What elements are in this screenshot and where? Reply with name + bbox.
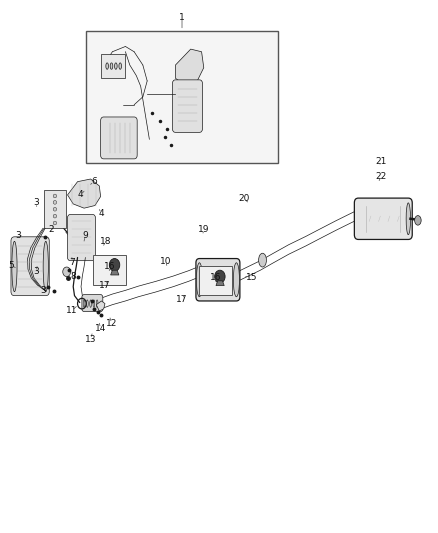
Ellipse shape: [115, 63, 117, 69]
FancyBboxPatch shape: [82, 295, 103, 312]
FancyBboxPatch shape: [173, 80, 202, 132]
Ellipse shape: [12, 241, 17, 292]
Polygon shape: [111, 270, 119, 275]
Ellipse shape: [258, 253, 266, 267]
Text: 18: 18: [100, 237, 112, 246]
Ellipse shape: [196, 263, 202, 297]
Text: 12: 12: [106, 319, 117, 328]
Ellipse shape: [53, 200, 57, 204]
Text: 2: 2: [49, 225, 54, 234]
Ellipse shape: [110, 63, 113, 69]
Text: 13: 13: [85, 335, 96, 344]
Bar: [93, 255, 126, 285]
Polygon shape: [176, 49, 204, 85]
Text: 8: 8: [71, 271, 77, 280]
Ellipse shape: [53, 207, 57, 211]
Text: 22: 22: [375, 172, 386, 181]
Ellipse shape: [53, 214, 57, 218]
Ellipse shape: [415, 216, 421, 225]
Bar: [199, 266, 232, 295]
Polygon shape: [96, 301, 105, 311]
Polygon shape: [216, 281, 224, 286]
Ellipse shape: [43, 241, 48, 292]
Text: 17: 17: [99, 280, 110, 289]
Ellipse shape: [406, 203, 410, 235]
Text: 17: 17: [176, 295, 188, 304]
Ellipse shape: [233, 263, 240, 297]
Circle shape: [215, 270, 225, 283]
Bar: [44, 190, 66, 228]
FancyBboxPatch shape: [196, 259, 240, 301]
Text: 10: 10: [160, 257, 172, 265]
Ellipse shape: [63, 267, 71, 277]
Text: 3: 3: [15, 231, 21, 240]
FancyBboxPatch shape: [67, 215, 95, 261]
Text: 15: 15: [246, 272, 258, 281]
Text: 7: 7: [70, 258, 75, 266]
Text: 3: 3: [40, 286, 46, 295]
FancyBboxPatch shape: [354, 198, 412, 239]
Text: 4: 4: [78, 190, 83, 199]
Text: 19: 19: [198, 225, 209, 234]
Text: 16: 16: [103, 262, 115, 271]
Ellipse shape: [53, 221, 57, 225]
Ellipse shape: [53, 194, 57, 198]
Bar: [102, 54, 125, 78]
Text: 5: 5: [8, 261, 14, 270]
Text: 14: 14: [95, 324, 106, 333]
Text: 11: 11: [66, 306, 78, 315]
Text: 3: 3: [33, 198, 39, 207]
Text: 3: 3: [33, 268, 39, 276]
Text: 21: 21: [375, 157, 387, 166]
Polygon shape: [67, 179, 101, 208]
FancyBboxPatch shape: [101, 117, 137, 159]
Text: 9: 9: [82, 231, 88, 240]
Bar: [86, 30, 278, 163]
FancyBboxPatch shape: [11, 237, 49, 296]
Text: 6: 6: [91, 177, 97, 186]
Text: 20: 20: [239, 194, 250, 203]
Circle shape: [110, 259, 120, 271]
Ellipse shape: [119, 63, 121, 69]
Text: 16: 16: [210, 272, 221, 281]
Text: 1: 1: [179, 13, 185, 22]
Text: 4: 4: [99, 209, 104, 218]
Ellipse shape: [106, 63, 109, 69]
